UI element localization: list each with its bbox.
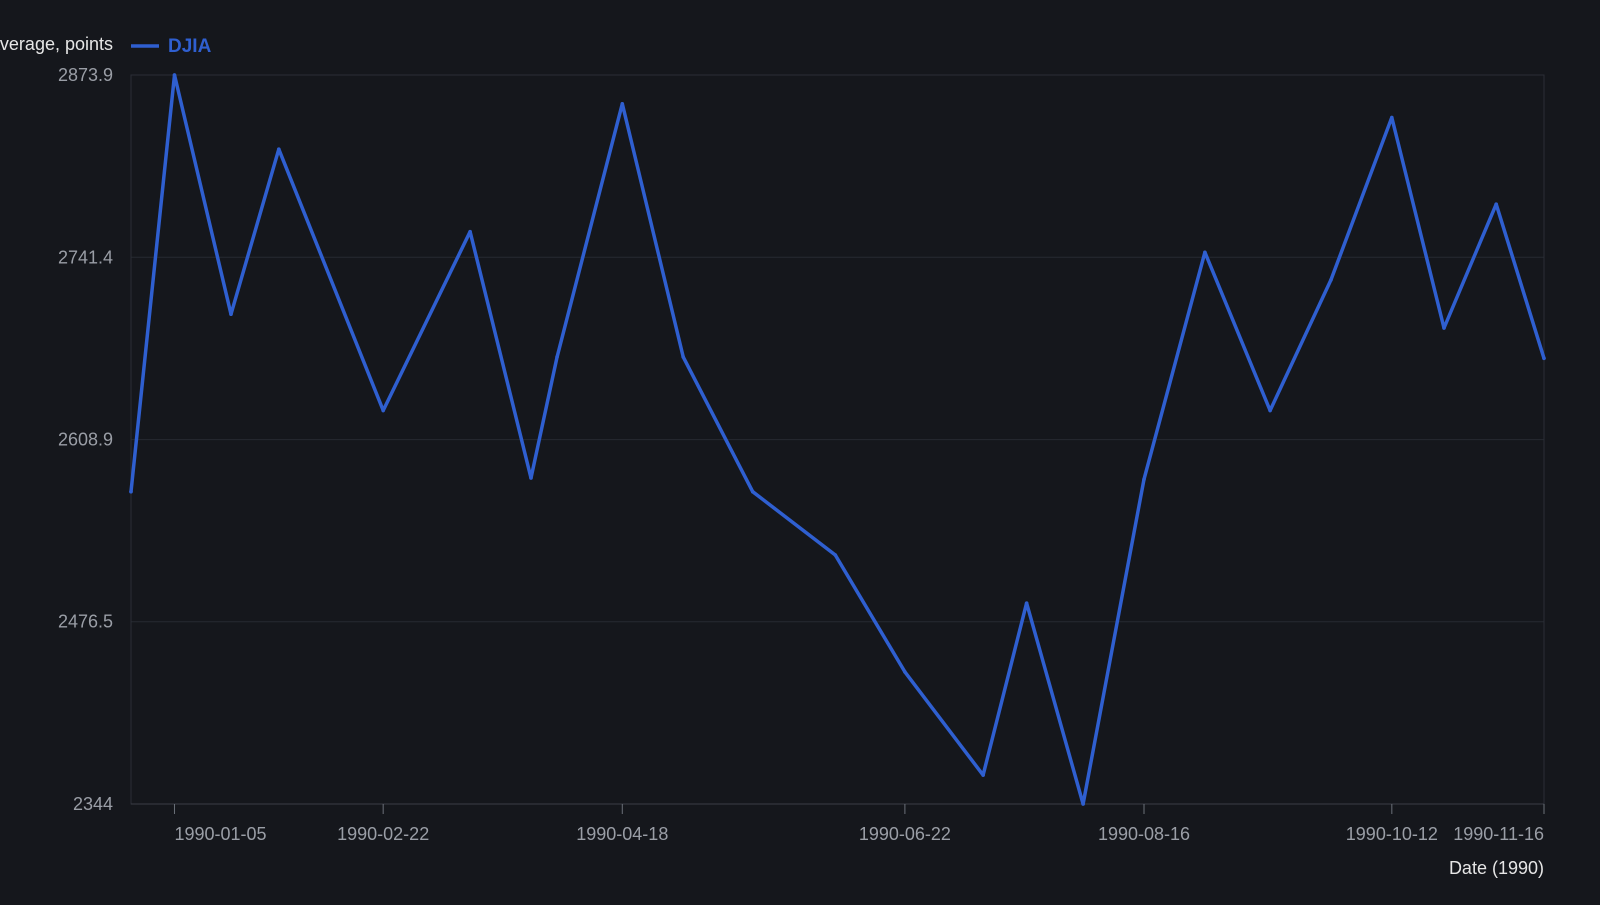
x-tick-label: 1990-11-16 [1453,824,1544,844]
y-tick-label: 2344 [73,794,113,814]
data-point [129,489,133,494]
legend-label-djia: DJIA [168,36,212,57]
data-point [750,489,755,494]
data-point [833,553,838,557]
data-point [681,355,685,359]
data-point [229,312,233,317]
data-point [981,773,985,777]
data-point [1542,356,1546,361]
grid [131,74,1544,805]
x-axis: 1990-01-05 1990-02-22 1990-04-18 1990-06-22… [131,803,1545,844]
x-tick-label: 1990-08-16 [1098,824,1190,844]
y-axis-label: Dow Jones Industrial Average, points [0,34,113,54]
x-tick-label: 1990-04-18 [576,824,668,844]
data-point [468,229,472,234]
data-point [1442,326,1446,330]
data-point [172,73,177,77]
data-point [555,355,559,359]
x-tick-label: 1990-01-05 [174,824,266,844]
data-point [1329,278,1333,282]
data-point [1203,250,1207,255]
data-point [1024,601,1029,605]
series-layer [129,73,1546,806]
data-point [903,670,907,674]
data-point [1390,115,1394,120]
data-point [1494,202,1498,206]
series-line-djia [129,73,1546,806]
data-point [529,476,533,480]
data-point [1142,477,1146,482]
data-point [1268,408,1272,413]
y-tick-label: 2608.9 [58,430,113,450]
x-tick-label: 1990-02-22 [337,824,429,844]
data-point [1081,802,1085,806]
y-axis: 2873.9 2741.4 2608.9 2476.5 2344 [58,65,113,814]
data-point [620,101,625,106]
data-point [277,147,281,151]
y-tick-label: 2476.5 [58,612,113,632]
x-axis-label: Date (1990) [1449,858,1544,878]
data-point [381,408,385,413]
y-tick-label: 2873.9 [58,65,113,85]
y-tick-label: 2741.4 [58,247,113,267]
x-tick-label: 1990-06-22 [859,824,951,844]
x-tick-label: 1990-10-12 [1346,824,1438,844]
